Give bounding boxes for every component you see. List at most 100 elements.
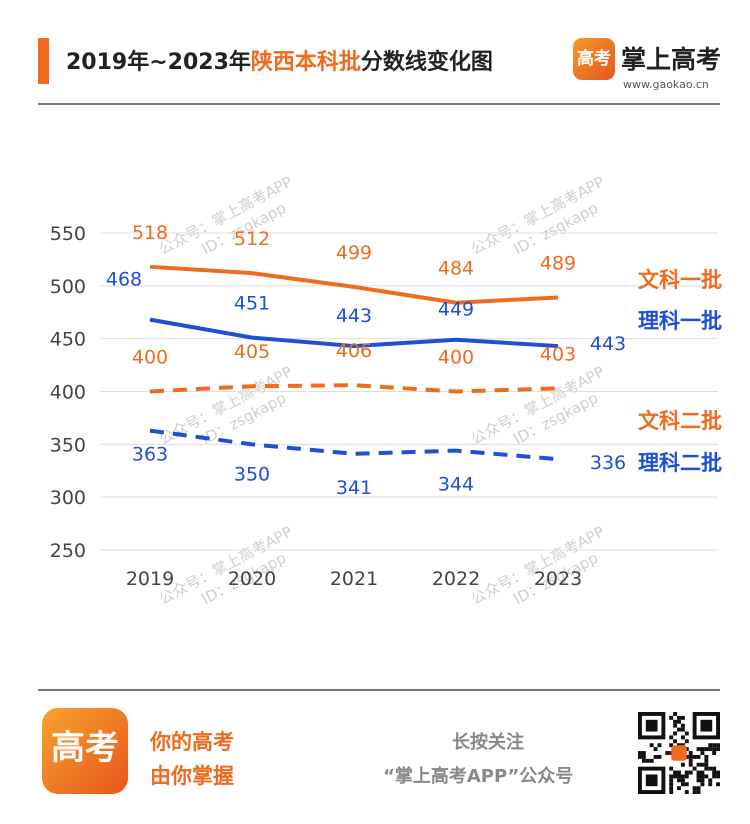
qr-module (684, 790, 689, 794)
qr-module (673, 731, 678, 736)
qr-module (669, 778, 674, 783)
qr-module (680, 778, 685, 783)
x-tick-label: 2021 (330, 568, 378, 590)
qr-module (704, 762, 709, 767)
data-label: 406 (336, 340, 372, 362)
qr-module (673, 739, 678, 744)
qr-module (688, 770, 693, 775)
qr-module (669, 782, 674, 787)
qr-module (688, 758, 693, 763)
data-label: 344 (438, 474, 474, 496)
qr-module (700, 774, 705, 779)
qr-module (653, 747, 658, 752)
chart-title: 2019年~2023年陕西本科批分数线变化图 (66, 44, 493, 76)
qr-module (716, 782, 720, 787)
qr-module (704, 747, 709, 752)
brand-logo-icon: 高考 (573, 38, 615, 80)
qr-module (680, 782, 685, 787)
account-name: “掌上高考APP”公众号 (383, 766, 574, 787)
follow-text: 长按关注 (452, 732, 524, 753)
brand-name: 掌上高考 (621, 45, 722, 74)
legend-label: 理科一批 (638, 309, 722, 333)
qr-module (692, 790, 697, 794)
qr-module (700, 782, 705, 787)
bottom-divider (38, 689, 720, 691)
brand: 高考 掌上高考 www.gaokao.cn (573, 38, 723, 94)
qr-module (716, 747, 720, 752)
qr-module (677, 774, 681, 779)
qr-module (704, 774, 709, 779)
y-tick-label: 550 (50, 223, 86, 245)
qr-module (696, 747, 701, 752)
qr-finder (645, 774, 658, 787)
slogan-line-2: 由你掌握 (150, 764, 234, 788)
data-label: 512 (234, 228, 270, 250)
qr-module (638, 754, 642, 759)
brand-url: www.gaokao.cn (623, 78, 709, 91)
qr-module (700, 762, 705, 767)
data-label: 499 (336, 242, 372, 264)
qr-module (700, 751, 705, 755)
data-label: 518 (132, 222, 168, 244)
qr-module (669, 715, 674, 720)
qr-module (653, 754, 658, 759)
qr-module (696, 762, 701, 767)
data-label: 350 (234, 463, 270, 485)
qr-module (696, 770, 701, 775)
qr-module (641, 754, 646, 759)
top-divider (38, 103, 720, 105)
qr-module (704, 758, 709, 763)
qr-module (677, 778, 681, 783)
qr-module (708, 747, 713, 752)
data-label: 400 (132, 347, 168, 369)
qr-module (688, 762, 693, 767)
qr-module (712, 770, 717, 775)
qr-module (684, 731, 689, 736)
qr-module (669, 766, 674, 771)
qr-module (708, 782, 713, 787)
qr-module (712, 747, 717, 752)
qr-module (708, 778, 713, 783)
qr-module (700, 770, 705, 775)
qr-finder (700, 719, 713, 732)
data-label: 443 (336, 305, 372, 327)
title-suffix: 分数线变化图 (360, 50, 493, 75)
qr-module (649, 758, 654, 763)
qr-module (692, 766, 697, 771)
qr-module (692, 754, 697, 759)
y-tick-label: 350 (50, 434, 86, 456)
qr-module (641, 751, 646, 755)
qr-module (700, 747, 705, 752)
qr-module (700, 778, 705, 783)
qr-module (669, 774, 674, 779)
qr-module (641, 758, 646, 763)
data-label: 489 (540, 252, 576, 274)
qr-module (704, 766, 709, 771)
qr-module (669, 743, 674, 748)
qr-module (638, 751, 642, 755)
y-tick-label: 300 (50, 487, 86, 509)
y-tick-label: 250 (50, 540, 86, 562)
qr-module (696, 754, 701, 759)
series-line (149, 264, 559, 305)
title-highlight: 陕西本科批 (250, 50, 361, 75)
qr-module (712, 751, 717, 755)
qr-module (696, 778, 701, 783)
qr-code-icon[interactable] (638, 712, 720, 794)
data-label: 363 (132, 444, 168, 466)
qr-module (684, 774, 689, 779)
data-label: 443 (590, 333, 626, 355)
qr-module (716, 774, 720, 779)
qr-module (684, 770, 689, 775)
qr-module (680, 715, 685, 720)
qr-module (708, 766, 713, 771)
qr-module (704, 754, 709, 759)
data-label: 336 (590, 452, 626, 474)
qr-module (673, 712, 678, 716)
qr-module (673, 774, 678, 779)
qr-module (680, 727, 685, 732)
qr-module (696, 786, 701, 791)
